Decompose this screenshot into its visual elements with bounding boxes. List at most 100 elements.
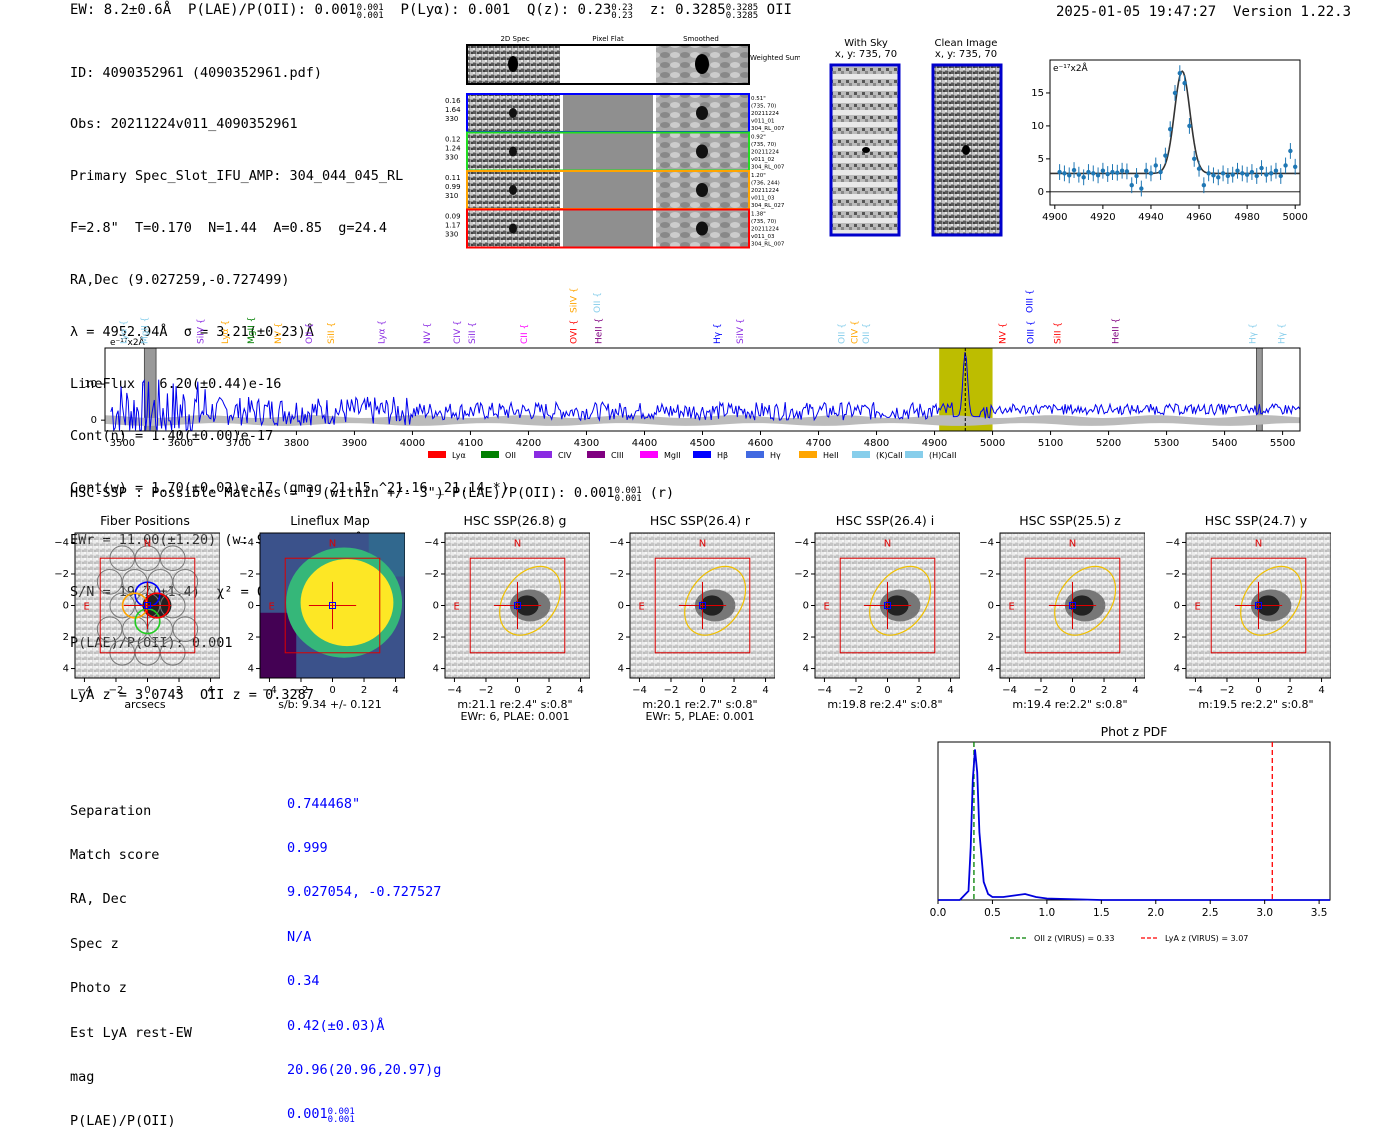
legend-label: (K)CaII [876, 451, 903, 460]
y-tick-label: −4 [794, 537, 809, 548]
cutout-left-label: 330 [445, 154, 458, 162]
spectral-line-label: Lyα { [378, 320, 388, 344]
x-tick-label: 5500 [1270, 438, 1295, 449]
info-line: Cont(n) = 1.40(±0.00)e-17 [70, 427, 274, 444]
hsc-panel-title: HSC SSP(26.4) i [835, 513, 935, 528]
data-point [1216, 175, 1221, 180]
hsc-panel-image: N E −4 4 −2 2 0 0 2 −2 4 −4 [54, 532, 220, 696]
search-box [99, 557, 196, 654]
cutout-pixelflat [563, 171, 653, 209]
y-tick-label: 0 [618, 601, 624, 612]
spectral-line-label: OVI { [570, 320, 580, 344]
data-point [1143, 168, 1149, 173]
x-tick-label: 0.5 [984, 907, 1001, 919]
x-tick-label: 2 [731, 685, 737, 696]
legend-swatch [428, 451, 446, 458]
data-point [1139, 186, 1144, 191]
center-marker [144, 602, 151, 609]
hsc-panel-title: Fiber Positions [100, 513, 190, 528]
x-tick-label: −4 [77, 685, 92, 696]
y-tick-label: 10 [1031, 121, 1044, 132]
data-point [1134, 173, 1139, 179]
header-qz: Q(z): 0.23 [526, 2, 612, 18]
data-point [1254, 173, 1259, 179]
y-tick-label: −4 [1165, 537, 1180, 548]
fiber-circle [96, 569, 123, 595]
cutout-left-label: 310 [445, 192, 458, 200]
spectral-line-label: NV { [998, 323, 1008, 344]
header-line: OII [766, 2, 792, 18]
data-point [1100, 168, 1106, 173]
axis-unit-note: e⁻¹⁷x2Å [110, 336, 146, 348]
cutout-right-label: 1.20" [751, 173, 766, 179]
header-right: 2025-01-05 19:47:27 Version 1.22.3 [1056, 4, 1351, 20]
search-box [1210, 557, 1307, 654]
x-tick-label: 3900 [342, 438, 367, 449]
data-point [1196, 166, 1202, 171]
aperture-ellipse [684, 565, 747, 636]
x-tick-label: 0 [329, 685, 335, 696]
data-point [1177, 70, 1183, 76]
match-label: mag [70, 1068, 95, 1085]
y-tick-label: 2 [433, 632, 439, 643]
fiber-circle [172, 616, 199, 642]
cutout-emission-blob [509, 108, 517, 118]
spectral-line-label: MgII { [140, 317, 150, 344]
cutout-right-label: 20211224 [751, 188, 779, 194]
cutout-left-label: 1.17 [445, 222, 461, 230]
legend-swatch [799, 451, 817, 458]
x-tick-label: 4960 [1186, 212, 1211, 223]
data-point [1211, 173, 1216, 178]
cutout-right-label: v011_02 [751, 157, 775, 163]
cutout-right-label: 1.38" [751, 212, 766, 218]
spectral-line-label: OIII { [1026, 289, 1036, 313]
weighted-sum-row: Weighted Sum [466, 44, 800, 85]
x-tick-label: 4920 [1090, 212, 1115, 223]
x-tick-label: 4300 [574, 438, 599, 449]
cutout-right-label: v011_03 [751, 234, 775, 240]
info-line: Obs: 20211224v011_4090352961 [70, 116, 298, 133]
x-tick-label: 3.0 [1256, 907, 1273, 919]
cutout-left-label: 0.99 [445, 183, 461, 191]
match-value: 0.34 [287, 973, 320, 990]
data-point [1283, 163, 1288, 168]
y-tick-label: 4 [433, 664, 439, 675]
y-tick-label: 4 [1174, 664, 1180, 675]
hsc-panel-caption: EWr: 5, PLAE: 0.001 [645, 710, 755, 723]
x-tick-label: −2 [1034, 685, 1049, 696]
cutout-right-label: 304_RL_027 [751, 203, 785, 209]
data-point [1206, 171, 1211, 176]
x-tick-label: −4 [262, 685, 277, 696]
north-label: N [699, 538, 706, 549]
x-tick-label: 4 [762, 685, 768, 696]
x-tick-label: 0 [1255, 685, 1261, 696]
data-point [1062, 171, 1067, 176]
search-box [839, 557, 936, 654]
legend-swatch [905, 451, 923, 458]
line-fit-chart: 4900 4920 4940 4960 4980 5000 0 5 10 15 e⁻¹⁷x2Å [1031, 59, 1308, 223]
cutout-left-label: 330 [445, 115, 458, 123]
header-ew: EW: 8.2±0.6Å [70, 2, 172, 18]
info-line: ID: 4090352961 (4090352961.pdf) [70, 64, 322, 81]
hsc-panel-caption: m:20.1 re:2.7" s:0.8" [642, 698, 758, 711]
data-point [1119, 168, 1125, 173]
cutout-pixelflat [563, 132, 653, 171]
match-value: 0.001 [287, 1106, 328, 1123]
x-tick-label: 4000 [400, 438, 425, 449]
x-tick-label: 2 [361, 685, 367, 696]
y-tick-label: 2 [248, 632, 254, 643]
hsc-panel-title: HSC SSP(26.4) r [649, 513, 751, 528]
data-point [1124, 169, 1130, 174]
spectral-line-label: MgII { [247, 317, 257, 344]
legend-label: CIV [558, 451, 572, 460]
x-tick-label: 4 [577, 685, 583, 696]
y-tick-label: −2 [239, 569, 254, 580]
y-tick-label: 0 [63, 601, 69, 612]
north-label: N [1069, 538, 1076, 549]
cutout-emission-blob [696, 106, 708, 120]
cutout-left-label: 1.24 [445, 145, 461, 153]
flux-map-peak [300, 559, 394, 647]
x-tick-label: 5200 [1096, 438, 1121, 449]
cutout-left-label: 0.11 [445, 174, 461, 182]
legend-swatch [746, 451, 764, 458]
